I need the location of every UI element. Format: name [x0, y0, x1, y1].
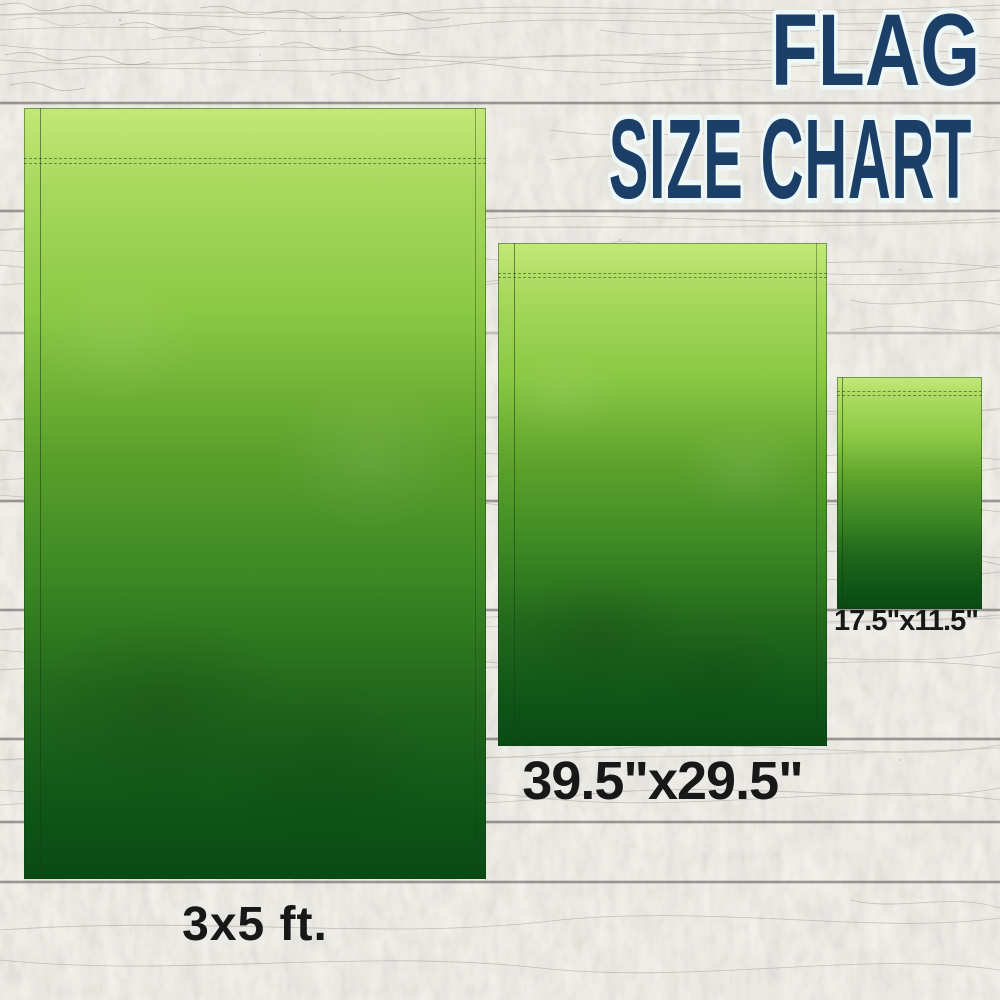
svg-text:SIZE CHART: SIZE CHART [609, 97, 972, 223]
svg-text:FLAG: FLAG [771, 0, 980, 107]
